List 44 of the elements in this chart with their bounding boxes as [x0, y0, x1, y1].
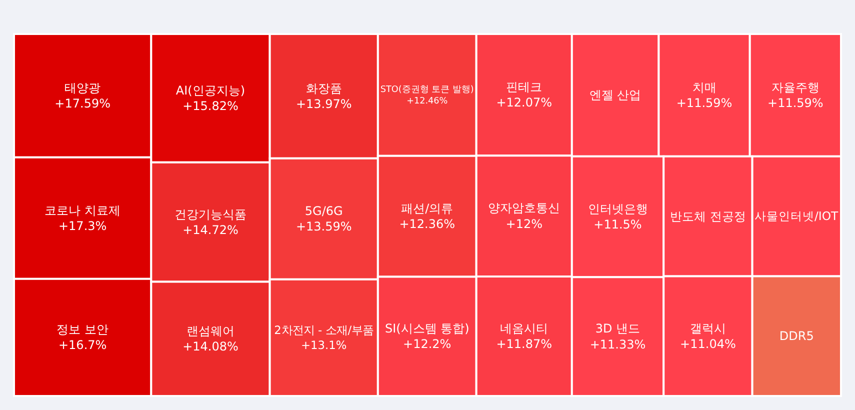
- category-label: 인터넷은행: [588, 202, 648, 216]
- data-label: +13.1%: [301, 338, 347, 352]
- category-label: 치매: [692, 80, 716, 94]
- data-label: +13.59%: [296, 220, 352, 234]
- category-label: 패션/의류: [401, 201, 454, 216]
- data-label: +12.36%: [399, 217, 456, 232]
- category-label: 사물인터넷/IOT: [754, 209, 840, 224]
- data-label: +17.59%: [54, 96, 110, 111]
- data-label: +15.82%: [182, 98, 238, 113]
- data-label: +12.2%: [403, 337, 452, 352]
- data-label: +12.46%: [406, 96, 448, 107]
- category-label: 화장품: [306, 81, 342, 96]
- data-label: +16.7%: [58, 338, 107, 352]
- category-label: 5G/6G: [304, 204, 343, 218]
- category-label: 3D 낸드: [595, 322, 640, 336]
- data-label: +13.97%: [296, 96, 352, 111]
- category-label: STO(증권형 토큰 발행): [380, 85, 474, 96]
- data-label: +11.5%: [594, 218, 642, 232]
- data-label: +12%: [506, 216, 542, 231]
- category-label: 랜섬웨어: [186, 324, 234, 338]
- category-label: 갤럭시: [690, 321, 726, 336]
- category-label: DDR5: [779, 329, 814, 344]
- category-label: 네옴시티: [500, 321, 548, 336]
- category-label: 반도체 전공정: [670, 209, 746, 224]
- category-label: 양자암호통신: [488, 201, 560, 216]
- data-label: +12.07%: [496, 96, 552, 110]
- category-label: 2차전지 - 소재/부품: [274, 323, 374, 338]
- category-label: 코로나 치료제: [44, 203, 120, 218]
- data-label: +14.72%: [182, 222, 238, 237]
- category-label: 건강기능식품: [174, 207, 246, 222]
- data-label: +11.59%: [768, 96, 824, 110]
- category-label: SI(시스템 통합): [384, 322, 470, 336]
- data-label: +14.08%: [182, 340, 238, 354]
- data-label: +11.33%: [590, 337, 646, 352]
- category-label: 핀테크: [506, 80, 542, 94]
- category-label: 태양광: [64, 80, 101, 95]
- data-label: +11.59%: [676, 96, 732, 110]
- category-label: 자율주행: [771, 80, 820, 94]
- data-label: +17.3%: [58, 218, 107, 233]
- data-label: +11.87%: [496, 337, 552, 352]
- category-label: 정보 보안: [56, 322, 108, 337]
- category-label: 엔젤 산업: [589, 88, 642, 102]
- data-label: +11.04%: [680, 336, 736, 351]
- category-label: AI(인공지능): [176, 83, 246, 98]
